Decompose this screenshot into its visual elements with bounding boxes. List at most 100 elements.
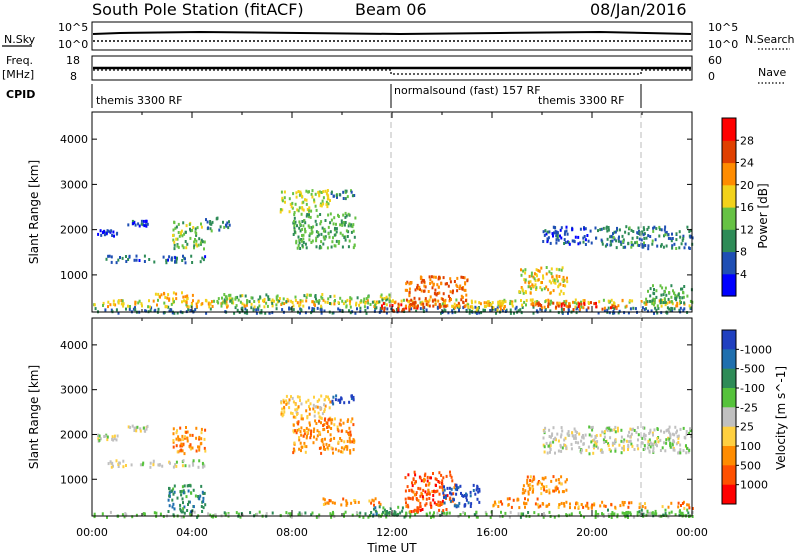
nave-label: Nave: [758, 66, 786, 79]
velocity-cell: [359, 511, 362, 515]
power-cell: [383, 309, 386, 313]
power-cell: [190, 254, 193, 258]
power-cell: [181, 259, 184, 262]
power-cell: [407, 300, 410, 304]
velocity-cell: [174, 463, 177, 467]
velocity-cell: [670, 510, 673, 514]
power-cell: [343, 223, 346, 227]
power-cell: [681, 296, 684, 300]
velocity-cell: [404, 489, 407, 493]
velocity-cell: [191, 461, 194, 465]
velocity-cell: [316, 429, 319, 433]
velocity-cell: [620, 428, 623, 432]
velocity-cell: [668, 430, 671, 434]
power-cell: [184, 261, 187, 265]
velocity-cell: [596, 440, 599, 444]
power-cell: [563, 303, 566, 307]
velocity-cell: [449, 470, 451, 474]
velocity-cell: [298, 436, 300, 440]
velocity-cell: [297, 513, 300, 517]
velocity-cell: [190, 491, 192, 495]
velocity-cell: [554, 486, 557, 490]
velocity-cell: [651, 511, 654, 515]
power-cell: [140, 222, 143, 226]
power-cell: [533, 272, 536, 276]
power-cell: [656, 311, 659, 315]
velocity-cell: [224, 513, 227, 517]
velocity-cell: [340, 396, 343, 400]
power-cell: [388, 299, 391, 303]
power-cell: [534, 303, 537, 307]
power-cell: [263, 299, 266, 303]
power-cell: [683, 301, 686, 305]
power-cell: [244, 307, 247, 311]
velocity-cell: [309, 436, 312, 440]
velocity-cell: [394, 513, 397, 517]
velocity-cell: [146, 424, 149, 428]
velocity-cell: [520, 512, 523, 516]
power-cell: [660, 243, 663, 247]
power-cell: [148, 258, 151, 261]
velocity-cell: [197, 495, 200, 498]
velocity-cell: [421, 492, 424, 496]
power-cell: [181, 311, 184, 315]
velocity-cell: [412, 490, 415, 494]
velocity-cell: [318, 446, 321, 450]
velocity-cell: [337, 398, 340, 402]
power-cell: [562, 284, 565, 287]
power-cell: [465, 299, 467, 303]
power-cell: [530, 287, 533, 291]
power-cell: [542, 240, 545, 243]
velocity-cell: [651, 431, 654, 435]
velocity-cell: [439, 500, 442, 504]
power-cell: [290, 205, 293, 209]
velocity-cell: [256, 512, 259, 516]
power-cell: [563, 300, 566, 304]
power-cell: [587, 239, 590, 243]
power-cell: [349, 305, 352, 309]
power-cell: [291, 206, 294, 210]
velocity-cell: [685, 430, 688, 433]
power-cell: [546, 237, 549, 241]
velocity-cell: [578, 446, 581, 449]
power-cell: [440, 304, 443, 308]
velocity-cell: [569, 506, 571, 510]
velocity-cell: [587, 445, 590, 449]
power-cell: [172, 291, 175, 295]
power-cell: [171, 311, 174, 315]
power-cell: [288, 197, 291, 201]
power-cell: [304, 221, 307, 225]
velocity-cell: [607, 444, 610, 448]
velocity-cell: [435, 478, 438, 482]
power-cell: [606, 229, 609, 233]
velocity-cell: [201, 510, 204, 513]
power-cell: [437, 277, 440, 281]
velocity-cell: [145, 427, 148, 431]
velocity-cell: [605, 427, 608, 431]
power-cell: [349, 296, 352, 300]
power-cell: [337, 307, 340, 311]
power-cell: [335, 222, 337, 226]
power-cell: [567, 307, 570, 311]
velocity-cell: [442, 476, 445, 480]
velocity-cell: [180, 493, 183, 497]
power-cell: [438, 275, 441, 279]
power-cell: [540, 306, 543, 310]
velocity-cell: [453, 498, 455, 502]
velocity-cell: [627, 434, 629, 438]
power-cell: [524, 290, 527, 293]
velocity-cell: [175, 431, 178, 435]
power-cell: [661, 298, 664, 302]
velocity-cell: [591, 425, 594, 429]
power-cell: [145, 219, 148, 223]
velocity-cell: [517, 512, 520, 516]
power-cell: [358, 303, 361, 307]
power-cell: [430, 275, 433, 279]
velocity-cell: [652, 446, 655, 450]
power-cell: [248, 300, 251, 304]
velocity-cell: [143, 512, 146, 516]
power-cell: [101, 231, 104, 235]
velocity-cell: [180, 448, 183, 452]
velocity-cell: [336, 428, 339, 431]
power-cell: [597, 229, 599, 233]
